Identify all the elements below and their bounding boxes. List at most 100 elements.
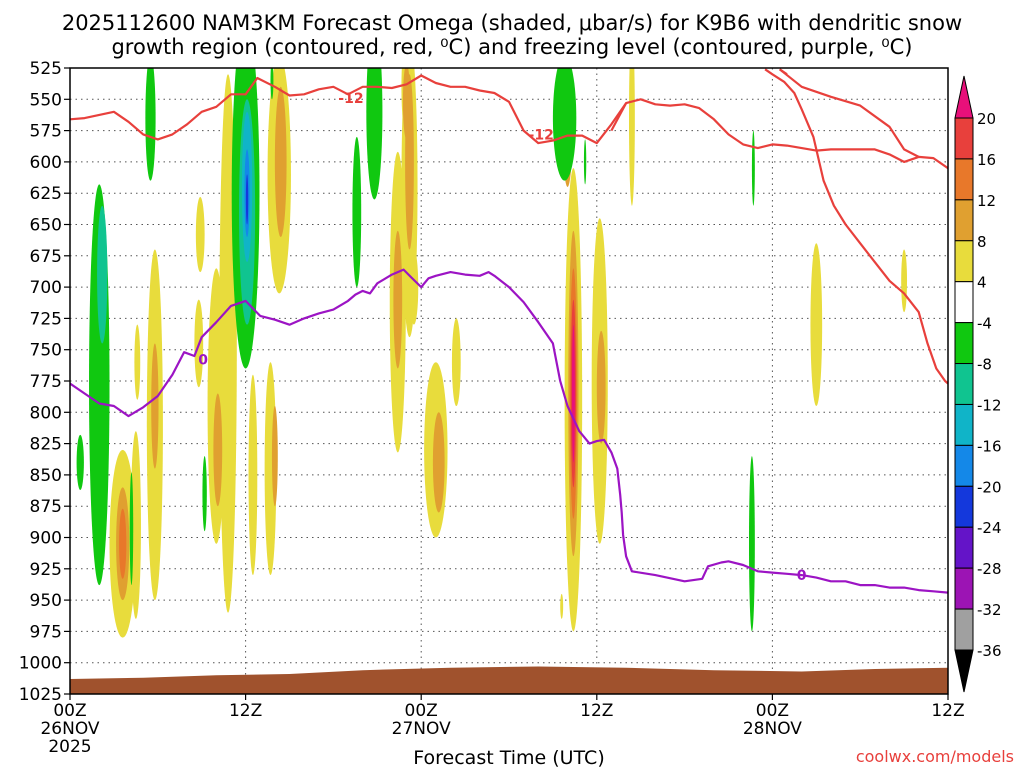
omega-shading xyxy=(76,68,908,638)
chart-title-line1: 2025112600 NAM3KM Forecast Omega (shaded… xyxy=(62,11,962,35)
x-date-label: 27NOV xyxy=(392,719,451,739)
y-tick-label: 950 xyxy=(30,591,62,611)
dgz-contour xyxy=(610,102,628,132)
omega-cell xyxy=(432,412,445,513)
y-tick-label: 750 xyxy=(30,341,62,361)
colorbar-label: -24 xyxy=(977,519,1002,537)
chart-title-line2: growth region (contoured, red, ⁰C) and f… xyxy=(111,35,912,59)
colorbar-band xyxy=(954,485,974,528)
x-date-label: 28NOV xyxy=(743,719,802,739)
omega-cell xyxy=(245,174,249,225)
omega-cell xyxy=(402,68,411,140)
y-tick-label: 800 xyxy=(30,403,62,423)
colorbar-band xyxy=(954,567,974,610)
colorbar-label: 16 xyxy=(977,151,996,169)
y-tick-label: 700 xyxy=(30,278,62,298)
colorbar-band xyxy=(954,158,974,201)
colorbar-label: -8 xyxy=(977,356,992,374)
y-tick-label: 825 xyxy=(30,435,62,455)
y-tick-label: 650 xyxy=(30,216,62,236)
terrain-fill xyxy=(70,666,948,694)
x-tick-label: 12Z xyxy=(229,701,262,721)
y-tick-label: 875 xyxy=(30,497,62,517)
omega-cell xyxy=(195,196,205,273)
x-year-label: 2025 xyxy=(48,737,91,757)
dgz-contour xyxy=(764,68,948,385)
y-tick-label: 775 xyxy=(30,372,62,392)
colorbar-band xyxy=(954,526,974,569)
x-tick-label: 00Z xyxy=(53,701,86,721)
colorbar-band xyxy=(954,281,974,324)
omega-cell xyxy=(248,374,258,576)
colorbar-bottom-arrow xyxy=(954,649,974,693)
colorbar-label: -32 xyxy=(977,601,1002,619)
x-tick-label: 00Z xyxy=(405,701,438,721)
colorbar-band xyxy=(954,444,974,487)
omega-cell xyxy=(119,508,127,579)
plot-area: -12 -12 0 0 xyxy=(70,68,948,694)
colorbar: 20 16 12 8 4 -4 -8 -12 -16 -20 -24 -28 -32 -36 xyxy=(954,75,1002,693)
colorbar-top-arrow xyxy=(954,75,974,119)
y-tick-label: 1025 xyxy=(19,685,62,705)
omega-cell xyxy=(393,230,403,369)
grid-lines xyxy=(70,68,948,694)
omega-cell xyxy=(274,86,287,238)
y-tick-label: 575 xyxy=(30,122,62,142)
x-axis-label: Forecast Time (UTC) xyxy=(413,747,604,768)
colorbar-band xyxy=(954,363,974,405)
y-tick-label: 1000 xyxy=(19,654,62,674)
freezing-level-label: 0 xyxy=(797,568,807,584)
colorbar-band xyxy=(954,117,974,160)
credit-text: coolwx.com/models xyxy=(856,747,1014,766)
omega-cell xyxy=(130,431,141,619)
omega-cell xyxy=(571,324,575,463)
colorbar-band xyxy=(954,199,974,242)
omega-cell xyxy=(560,593,564,619)
omega-cell xyxy=(583,139,587,185)
x-tick-label: 00Z xyxy=(756,701,789,721)
y-tick-label: 850 xyxy=(30,466,62,486)
y-tick-label: 525 xyxy=(30,59,62,79)
terrain-surface xyxy=(70,666,948,694)
omega-cell xyxy=(151,343,159,469)
colorbar-label: -36 xyxy=(977,642,1002,660)
omega-cell xyxy=(366,68,383,200)
y-tick-label: 600 xyxy=(30,153,62,173)
colorbar-band xyxy=(954,403,974,446)
omega-cell xyxy=(134,324,141,400)
colorbar-label: -12 xyxy=(977,396,1002,414)
omega-cell xyxy=(270,68,274,100)
freezing-level-label: 0 xyxy=(198,353,208,369)
colorbar-band xyxy=(954,608,974,651)
omega-cell xyxy=(271,406,278,507)
colorbar-label: 8 xyxy=(977,233,987,251)
omega-cell xyxy=(76,434,84,490)
omega-cell xyxy=(352,136,362,288)
colorbar-band xyxy=(954,322,974,365)
omega-cell xyxy=(129,472,134,586)
omega-cell xyxy=(97,205,108,344)
omega-cell xyxy=(213,393,223,507)
y-tick-label: 900 xyxy=(30,529,62,549)
colorbar-label: -28 xyxy=(977,560,1002,578)
dgz-label: -12 xyxy=(338,91,363,107)
omega-cell xyxy=(409,249,419,325)
colorbar-label: 4 xyxy=(977,274,987,292)
dgz-contour xyxy=(779,68,788,76)
colorbar-label: 12 xyxy=(977,192,996,210)
y-tick-label: 975 xyxy=(30,622,62,642)
freezing-level-contour xyxy=(70,268,948,594)
omega-cell xyxy=(901,249,908,313)
y-tick-label: 925 xyxy=(30,560,62,580)
y-tick-label: 675 xyxy=(30,247,62,267)
y-tick-label: 625 xyxy=(30,184,62,204)
omega-cell xyxy=(596,330,606,444)
omega-cell xyxy=(451,318,461,407)
dgz-contour xyxy=(779,68,920,158)
colorbar-label: -16 xyxy=(977,437,1002,455)
x-tick-label: 12Z xyxy=(931,701,964,721)
y-tick-label: 550 xyxy=(30,90,62,110)
contour-lines: -12 -12 0 0 xyxy=(70,68,948,594)
